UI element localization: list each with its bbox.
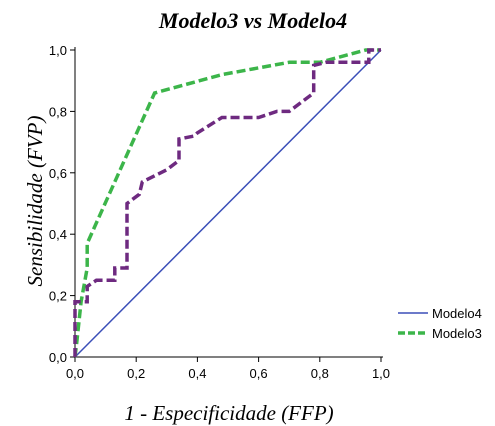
x-tick-label: 0,6 xyxy=(250,366,268,381)
y-tick-label: 0,0 xyxy=(49,350,67,365)
y-tick-label: 0,6 xyxy=(49,166,67,181)
series-line-curve-2 xyxy=(73,48,381,357)
y-tick-label: 0,4 xyxy=(49,227,67,242)
legend-label-modelo3: Modelo3 xyxy=(432,326,482,341)
series-line-modelo4 xyxy=(74,49,382,358)
y-axis-label: Sensibilidade (FVP) xyxy=(23,116,47,287)
x-tick-label: 0,0 xyxy=(66,366,84,381)
y-tick-label: 0,2 xyxy=(49,289,67,304)
x-axis-label: 1 - Especificidade (FFP) xyxy=(124,401,333,425)
x-tick-label: 1,0 xyxy=(372,366,390,381)
series-line-modelo3 xyxy=(73,48,381,358)
plot-area: 0,0 0,2 0,4 0,6 0,8 1,0 0,0 0,2 0,4 0,6 0,8 1,0 xyxy=(49,43,390,381)
y-tick-label: 1,0 xyxy=(49,43,67,58)
y-tick-label: 0,8 xyxy=(49,104,67,119)
x-tick-label: 0,4 xyxy=(188,366,206,381)
x-tick-label: 0,2 xyxy=(127,366,145,381)
legend: Modelo4 Modelo3 xyxy=(398,306,482,341)
legend-label-modelo4: Modelo4 xyxy=(432,306,482,321)
chart-title: Modelo3 vs Modelo4 xyxy=(158,8,347,33)
x-tick-label: 0,8 xyxy=(311,366,329,381)
